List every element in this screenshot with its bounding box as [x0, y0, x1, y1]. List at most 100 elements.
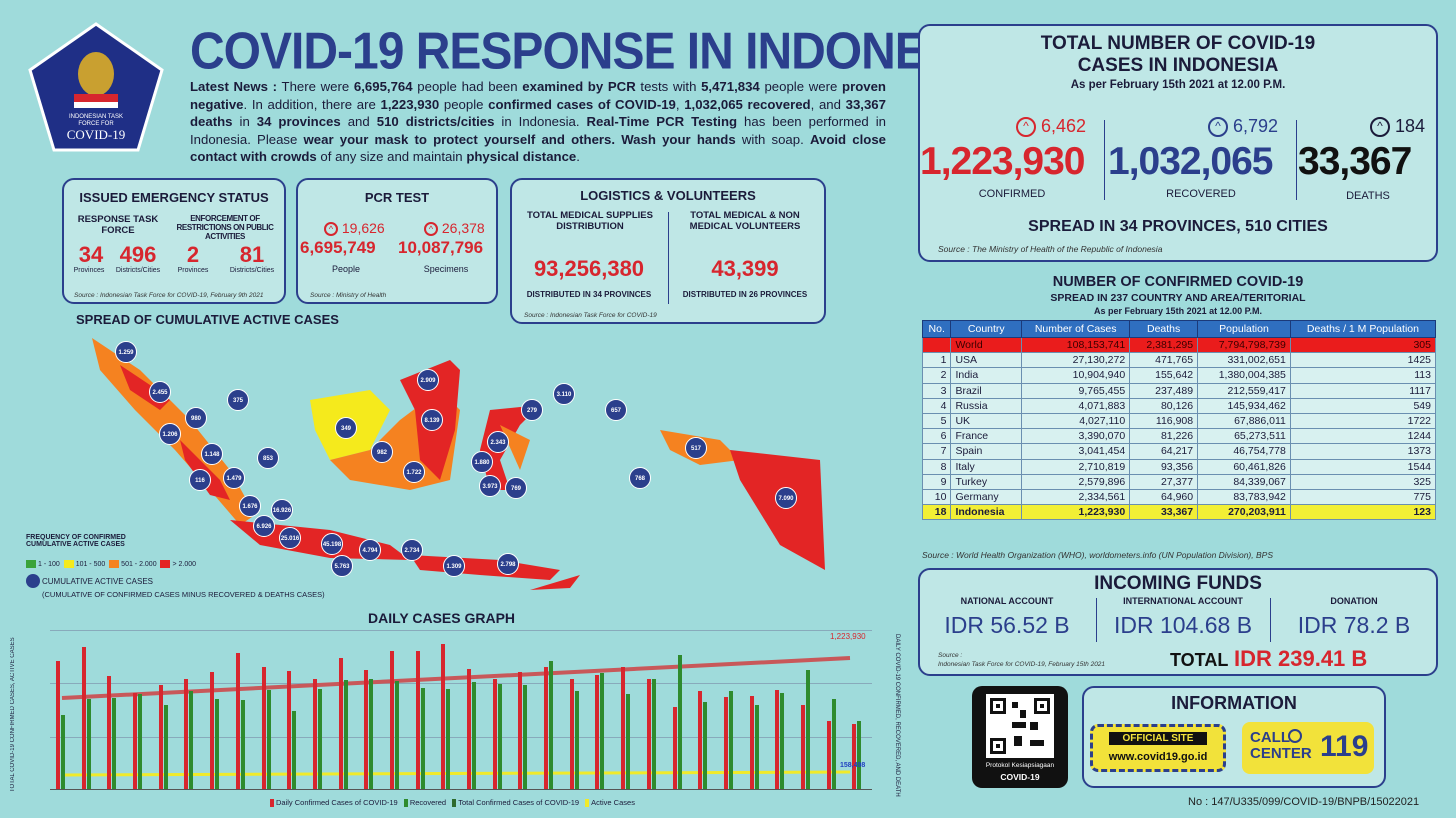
official-site-link[interactable]: OFFICIAL SITE www.covid19.go.id [1090, 724, 1226, 772]
active-cases-bubble: 1.479 [223, 467, 245, 489]
inc-confirmed: 6,462 [1041, 116, 1087, 136]
pcr-inc1: 19,626 [341, 220, 385, 236]
total-confirmed: 1,223,930 [920, 140, 1086, 183]
document-number: No : 147/U335/099/COVID-19/BNPB/15022021 [1188, 796, 1420, 808]
table-header: Deaths [1129, 320, 1199, 338]
logo-text: INDONESIAN TASK FORCE FOR COVID-19 [66, 114, 126, 142]
phone-icon [1288, 729, 1302, 743]
daily-confirmed-bar [492, 679, 497, 789]
recovered-bar [369, 679, 374, 789]
table-row: World 108,153,741 2,381,295 7,794,798,739 30… [921, 336, 1437, 354]
recovered-bar [754, 704, 759, 789]
pcr-l1: People [331, 264, 361, 274]
emergency-n1: 34 [78, 242, 104, 267]
daily-confirmed-bar [852, 724, 857, 789]
active-cases-bubble: 768 [629, 467, 651, 489]
active-cases-bubble: 769 [505, 477, 527, 499]
recovered-bar [189, 691, 194, 789]
label-deaths: DEATHS [1346, 190, 1390, 202]
pcr-source: Source : Ministry of Health [310, 292, 387, 299]
active-cases-bubble: 5.763 [331, 555, 353, 577]
recovered-bar [523, 685, 528, 789]
emergency-n3: 2 [186, 242, 200, 267]
emergency-col2: ENFORCEMENT OF RESTRICTIONS ON PUBLIC AC… [176, 214, 274, 241]
active-cases-bubble: 980 [185, 407, 207, 429]
daily-confirmed-bar [723, 696, 728, 789]
active-cases-bubble: 2.343 [487, 431, 509, 453]
qr-code-icon[interactable] [986, 694, 1054, 758]
call-center-number: 119 [1320, 730, 1369, 763]
daily-confirmed-bar [287, 671, 292, 789]
logistics-source: Source : Indonesian Task Force for COVID… [524, 312, 657, 319]
call-center-button[interactable]: CALL CENTER 119 [1242, 722, 1374, 774]
logistics-h2: TOTAL MEDICAL & NON MEDICAL VOLUNTEERS [689, 210, 801, 232]
indonesia-map: 1.259 2.455 980 375 1.206 1.148 853 116 1.479 1.6… [80, 330, 830, 600]
world-source: Source : World Health Organization (WHO)… [922, 550, 1273, 560]
active-cases-bubble: 116 [189, 469, 211, 491]
recovered-bar [112, 697, 117, 789]
funds-total-label: TOTAL [1170, 650, 1229, 670]
emergency-l2: Districts/Cities [115, 267, 161, 274]
recovered-bar [497, 684, 502, 789]
daily-confirmed-bar [467, 669, 471, 789]
funds-source1: Source : [938, 652, 963, 659]
call-center-label: CALL CENTER [1250, 729, 1312, 762]
inc-deaths: 184 [1395, 116, 1426, 136]
latest-news: Latest News : There were 6,695,764 peopl… [190, 79, 886, 164]
daily-confirmed-bar [595, 674, 600, 789]
active-cases-bubble: 2.734 [401, 539, 423, 561]
table-row: 6 France 3,390,070 81,226 65,273,511 1244 [921, 428, 1437, 445]
daily-confirmed-bar [158, 685, 163, 789]
map-legend: 1 - 100 101 - 500 501 - 2.000 > 2.000 [26, 560, 196, 568]
chart-ylabel-left: TOTAL COVID-19 CONFIRMED CASES, ACTIVE C… [10, 637, 16, 793]
table-header: No. [921, 320, 952, 338]
daily-confirmed-bar [56, 660, 60, 789]
active-cases-bubble: 1.206 [159, 423, 181, 445]
logistics-card: LOGISTICS & VOLUNTEERS TOTAL MEDICAL SUP… [510, 178, 826, 324]
daily-confirmed-bar [210, 671, 215, 789]
logistics-d2: DISTRIBUTED IN 26 PROVINCES [682, 290, 808, 299]
world-table: No. Country Number of Cases Deaths Populatio… [921, 320, 1437, 521]
active-cases-bubble: 1.148 [201, 443, 223, 465]
daily-confirmed-bar [518, 671, 523, 789]
information-card: INFORMATION OFFICIAL SITE www.covid19.go… [1082, 686, 1386, 788]
funds-h3: DONATION [1330, 596, 1378, 606]
logistics-n2: 43,399 [711, 256, 779, 281]
table-row: 5 UK 4,027,110 116,908 67,886,011 1722 [921, 412, 1437, 430]
active-cases-bubble: 1.676 [239, 495, 261, 517]
recovered-bar [61, 714, 65, 789]
active-cases-bubble: 45.198 [321, 533, 343, 555]
table-row: 2 India 10,904,940 155,642 1,380,004,385 113 [921, 367, 1437, 384]
daily-confirmed-bar [544, 667, 549, 789]
logistics-title: LOGISTICS & VOLUNTEERS [580, 188, 756, 203]
recovered-bar [420, 687, 425, 789]
recovered-bar [86, 699, 91, 789]
daily-confirmed-bar [698, 691, 703, 789]
daily-confirmed-bar [441, 643, 446, 789]
daily-confirmed-bar [107, 676, 112, 789]
circle-label: CUMULATIVE ACTIVE CASES [42, 577, 153, 586]
official-site-label: OFFICIAL SITE [1109, 732, 1207, 745]
up-arrow-icon: ^ [1016, 117, 1036, 138]
chart-ylabel-right: DAILY COVID-19 CONFIRMED, RECOVERED, AND… [894, 633, 900, 797]
up-arrow-icon: ^ [424, 222, 438, 237]
table-row: 7 Spain 3,041,454 64,217 46,754,778 1373 [921, 443, 1437, 460]
daily-confirmed-bar [364, 669, 369, 789]
totals-card: TOTAL NUMBER OF COVID-19 CASES IN INDONE… [918, 24, 1438, 262]
recovered-bar [292, 711, 297, 789]
active-cases-bubble: 375 [227, 389, 249, 411]
daily-confirmed-bar [312, 679, 317, 789]
daily-confirmed-bar [338, 658, 343, 789]
funds-title: INCOMING FUNDS [1094, 573, 1262, 594]
funds-international: IDR 104.68 B [1113, 612, 1253, 638]
active-cases-bubble: 4.794 [359, 539, 381, 561]
daily-confirmed-bar [672, 706, 677, 789]
emergency-n4: 81 [239, 242, 265, 267]
emergency-l1: Provinces [73, 267, 105, 274]
active-cases-bubble: 2.455 [149, 381, 171, 403]
logistics-n1: 93,256,380 [533, 256, 645, 281]
table-header: Deaths / 1 M Population [1289, 320, 1437, 338]
active-cases-bubble: 982 [371, 441, 393, 463]
daily-confirmed-bar [621, 667, 626, 789]
daily-cases-plot: 1,223,930 158,498 [50, 630, 872, 790]
